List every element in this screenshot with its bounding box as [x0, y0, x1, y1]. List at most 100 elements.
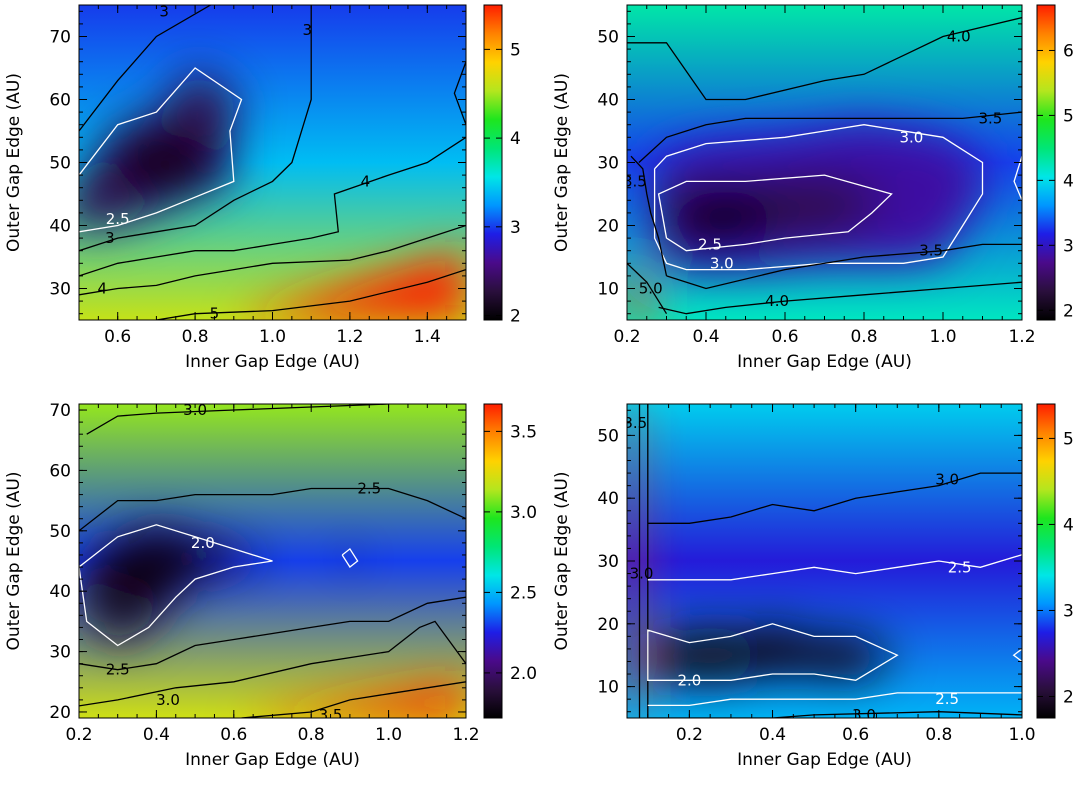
x-tick-label: 1.0	[929, 327, 956, 347]
contour-line	[79, 487, 466, 532]
heatmap-region	[342, 548, 358, 567]
contour-line	[341, 547, 359, 568]
y-tick-label: 70	[49, 401, 71, 421]
contour-label: 2.5	[106, 210, 130, 228]
y-tick-label: 20	[49, 703, 71, 723]
contour-label: 4	[361, 172, 371, 190]
contour-line	[453, 61, 466, 125]
colorbar: 2 3 4 5	[1036, 403, 1074, 719]
contour-label: 2.5	[357, 480, 381, 498]
contour-line	[647, 472, 1022, 524]
x-tick-label: 0.6	[104, 327, 131, 347]
x-tick-label: 1.0	[259, 327, 286, 347]
colorbar-tick-label: 2.0	[510, 664, 537, 684]
colorbar-tick-label: 2	[1063, 687, 1074, 707]
y-tick-label: 20	[597, 217, 619, 237]
contour-line	[79, 224, 466, 296]
contour-label: 2.5	[935, 690, 959, 708]
heatmap-field	[627, 5, 1022, 320]
contour-line	[630, 155, 668, 277]
x-tick-label: 0.2	[676, 725, 703, 745]
y-tick-label: 50	[597, 426, 619, 446]
contour-label: 3.5	[319, 706, 343, 724]
contour-label: 4.0	[765, 292, 789, 310]
colorbar-tick-label: 3.5	[510, 422, 537, 442]
y-tick-label: 70	[49, 28, 71, 48]
contour-label: 2.5	[948, 558, 972, 576]
contour-line	[627, 16, 1022, 101]
x-axis-label: Inner Gap Edge (AU)	[185, 750, 360, 770]
y-tick-label: 50	[597, 28, 619, 48]
contour-line	[1013, 156, 1022, 201]
colorbar-tick-label: 4	[510, 129, 521, 149]
contour-label: 3.5	[919, 242, 943, 260]
contour-line	[1012, 648, 1022, 663]
colorbar: 2 3 4 5	[483, 4, 521, 327]
contour-label: 3.0	[156, 691, 180, 709]
x-tick-label: 1.2	[336, 327, 363, 347]
heatmap-blobs	[79, 68, 466, 320]
heatmap-hot-region	[233, 250, 466, 320]
contour-line	[241, 681, 466, 718]
y-tick-label: 50	[49, 154, 71, 174]
contour-label: 2.0	[191, 534, 215, 552]
x-tick-label: 1.0	[375, 725, 402, 745]
colorbar-tick-label: 5	[510, 40, 521, 60]
x-axis-label: Inner Gap Edge (AU)	[737, 352, 912, 372]
x-tick-label: 0.8	[850, 327, 877, 347]
x-tick-label: 1.2	[452, 725, 479, 745]
colorbar-tick-label: 5	[1063, 429, 1074, 449]
contour-label: 3.0	[852, 706, 876, 724]
heatmap-field	[79, 5, 466, 320]
contour-lines: 4.03.53.02.53.03.53.54.05.0	[623, 16, 1022, 315]
contour-label: 3	[159, 2, 169, 20]
y-axis-label: Outer Gap Edge (AU)	[4, 472, 24, 651]
contour-line	[79, 67, 243, 233]
contour-line	[156, 268, 466, 320]
contour-line	[638, 111, 1022, 163]
x-tick-label: 0.4	[759, 725, 786, 745]
contour-line	[79, 620, 466, 707]
colorbar-tick-label: 3	[510, 218, 521, 238]
colorbar-tick-label: 2.5	[510, 583, 537, 603]
y-tick-label: 10	[597, 678, 619, 698]
contour-label: 5.0	[639, 280, 663, 298]
contour-line	[79, 596, 466, 671]
colorbar-tick-label: 6	[1063, 41, 1074, 61]
colorbar-tick-label: 4	[1063, 515, 1074, 535]
y-tick-label: 40	[49, 217, 71, 237]
colorbar-tick-label: 2	[1063, 301, 1074, 321]
colorbar-tick-label: 3	[1063, 601, 1074, 621]
y-tick-label: 40	[49, 582, 71, 602]
y-tick-label: 60	[49, 461, 71, 481]
contour-label: 3.0	[899, 128, 923, 146]
x-tick-label: 0.4	[692, 327, 719, 347]
colorbar-gradient	[1036, 403, 1056, 719]
colorbar: 2.0 2.5 3.0 3.5	[483, 403, 537, 719]
y-tick-label: 60	[49, 91, 71, 111]
contour-label: 3.5	[623, 414, 647, 432]
colorbar-tick-label: 5	[1063, 106, 1074, 126]
colorbar-gradient	[483, 4, 503, 321]
colorbar-tick-label: 4	[1063, 171, 1074, 191]
x-tick-label: 0.6	[842, 725, 869, 745]
contour-line	[79, 5, 312, 252]
x-axis-label: Inner Gap Edge (AU)	[737, 750, 912, 770]
contour-label: 3.5	[623, 172, 647, 190]
y-tick-label: 40	[597, 489, 619, 509]
contour-label: 2.5	[698, 235, 722, 253]
y-tick-label: 30	[49, 643, 71, 663]
contour-label: 2.5	[106, 661, 130, 679]
contour-line	[653, 124, 984, 271]
colorbar-tick-label: 3	[1063, 236, 1074, 256]
contour-label: 4.0	[947, 28, 971, 46]
x-tick-label: 1.0	[1008, 725, 1035, 745]
y-axis-label: Outer Gap Edge (AU)	[552, 472, 572, 651]
contour-label: 3.0	[710, 254, 734, 272]
x-tick-label: 0.8	[298, 725, 325, 745]
contour-line	[647, 554, 1022, 581]
x-tick-label: 0.4	[143, 725, 170, 745]
